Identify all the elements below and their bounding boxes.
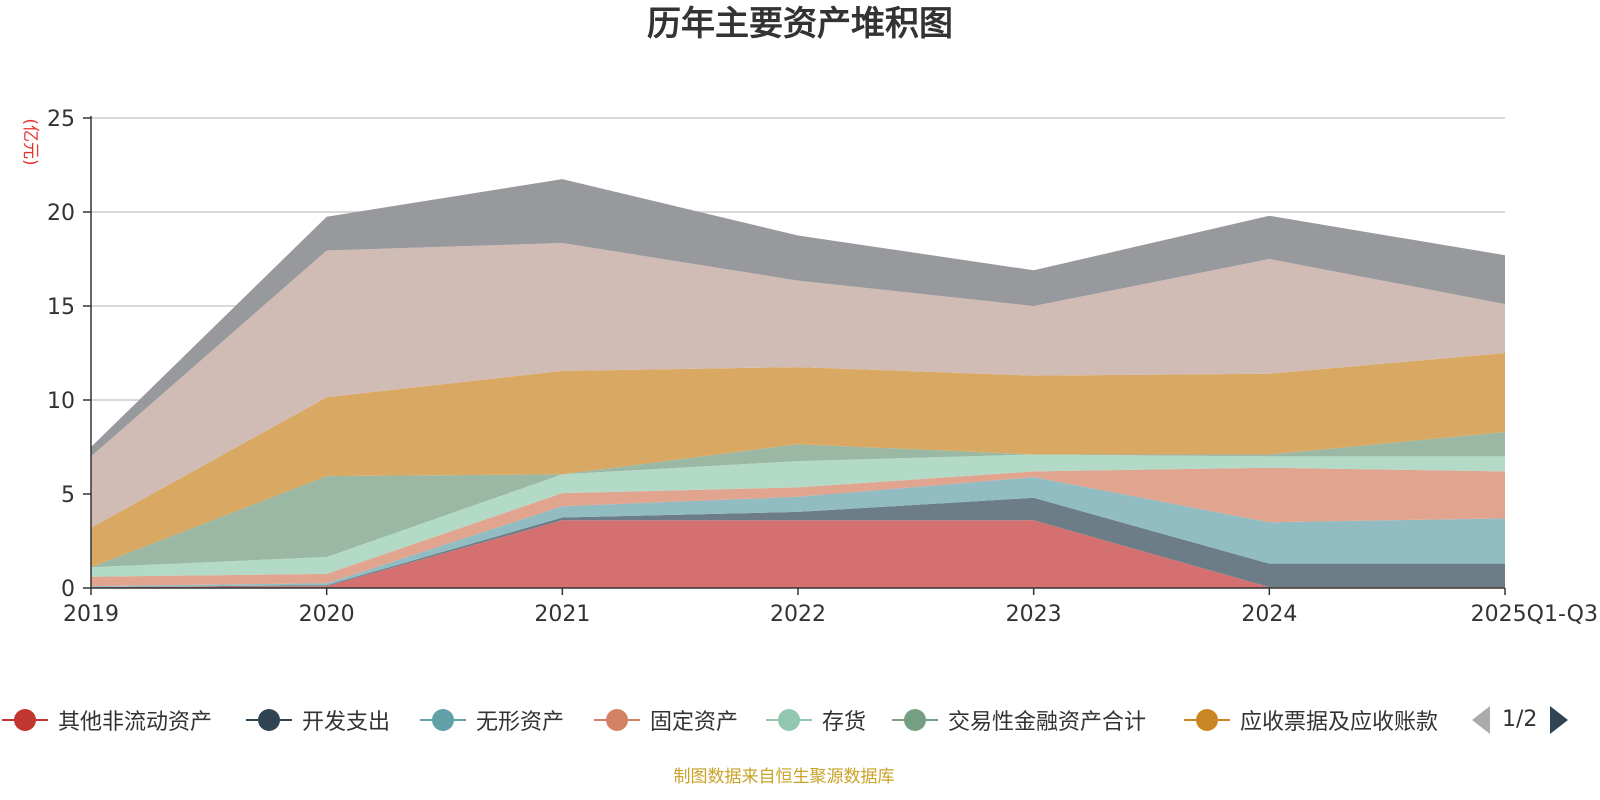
legend-item-dev-expense[interactable]: 开发支出	[244, 700, 390, 740]
legend-item-receivables[interactable]: 应收票据及应收账款	[1182, 700, 1438, 740]
legend-label: 固定资产	[650, 710, 739, 735]
legend-label: 其他非流动资产	[58, 710, 213, 735]
area-series-4[interactable]	[91, 467, 1505, 587]
legend-item-other-noncurrent[interactable]: 其他非流动资产	[0, 700, 212, 740]
legend-item-fixed-assets[interactable]: 固定资产	[592, 700, 738, 740]
area-series-5[interactable]	[91, 454, 1505, 577]
legend-marker-icon	[890, 700, 940, 740]
legend-marker-icon	[764, 700, 814, 740]
x-tick-label: 2023	[1006, 602, 1062, 627]
legend-dot	[14, 709, 36, 731]
area-series-2[interactable]	[91, 497, 1505, 588]
y-tick-label: 0	[61, 577, 75, 602]
legend-marker-icon	[0, 700, 50, 740]
legend-dot	[904, 709, 926, 731]
source-note: 制图数据来自恒生聚源数据库	[673, 767, 895, 787]
x-tick-label: 2020	[299, 602, 355, 627]
legend-prev-page-icon[interactable]	[1472, 706, 1490, 734]
legend-dot	[258, 709, 280, 731]
legend-label: 交易性金融资产合计	[948, 710, 1147, 735]
y-tick-label: 10	[47, 389, 75, 414]
area-series-3[interactable]	[91, 477, 1505, 588]
chart-plot: 0 5 10 15 20 25 2019 2020 2021 2022 2023 2024 2025Q1…	[20, 107, 1598, 627]
area-series-7[interactable]	[91, 353, 1505, 568]
x-tick-label: 2025Q1-Q3	[1471, 602, 1598, 627]
legend-dot	[606, 709, 628, 731]
area-series-9[interactable]	[91, 179, 1505, 457]
y-tick-label: 5	[61, 483, 75, 508]
legend: 其他非流动资产 开发支出 无形资产 固定资产 存货 交易性金	[0, 700, 1600, 740]
y-axis-unit-label: (亿元)	[20, 118, 40, 165]
legend-next-page-icon[interactable]	[1550, 706, 1568, 734]
legend-marker-icon	[418, 700, 468, 740]
legend-item-intangible[interactable]: 无形资产	[418, 700, 564, 740]
area-series-8[interactable]	[91, 243, 1505, 528]
legend-marker-icon	[592, 700, 642, 740]
x-tick-label: 2022	[770, 602, 826, 627]
x-tick-label: 2019	[63, 602, 119, 627]
legend-label: 开发支出	[302, 710, 391, 735]
y-tick-label: 15	[47, 295, 75, 320]
x-tick-label: 2024	[1241, 602, 1297, 627]
legend-label: 无形资产	[476, 710, 565, 735]
legend-item-trading-financial[interactable]: 交易性金融资产合计	[890, 700, 1146, 740]
y-tick-label: 25	[47, 107, 75, 132]
area-series-1[interactable]	[91, 520, 1505, 588]
legend-marker-icon	[1182, 700, 1232, 740]
legend-dot	[778, 709, 800, 731]
legend-dot	[432, 709, 454, 731]
legend-dot	[1196, 709, 1218, 731]
legend-label: 应收票据及应收账款	[1240, 710, 1439, 735]
y-tick-label: 20	[47, 201, 75, 226]
chart-title: 历年主要资产堆积图	[647, 4, 953, 44]
area-series-6[interactable]	[91, 432, 1505, 568]
x-tick-label: 2021	[534, 602, 590, 627]
legend-label: 存货	[822, 710, 867, 735]
legend-marker-icon	[244, 700, 294, 740]
legend-page-indicator: 1/2	[1502, 707, 1538, 732]
legend-item-inventory[interactable]: 存货	[764, 700, 866, 740]
